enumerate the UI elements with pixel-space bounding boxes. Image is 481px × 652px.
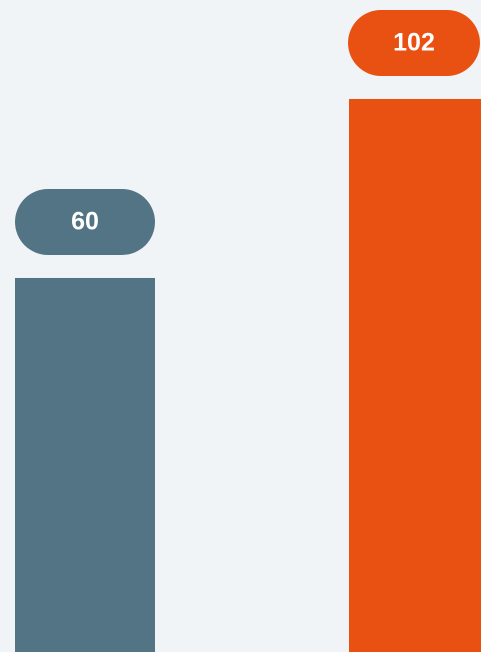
value-label: 60	[71, 208, 99, 236]
value-pill	[15, 188, 155, 255]
value-pill	[348, 9, 480, 76]
value-label: 102	[393, 29, 435, 57]
bar	[349, 98, 481, 652]
bar	[15, 277, 155, 652]
